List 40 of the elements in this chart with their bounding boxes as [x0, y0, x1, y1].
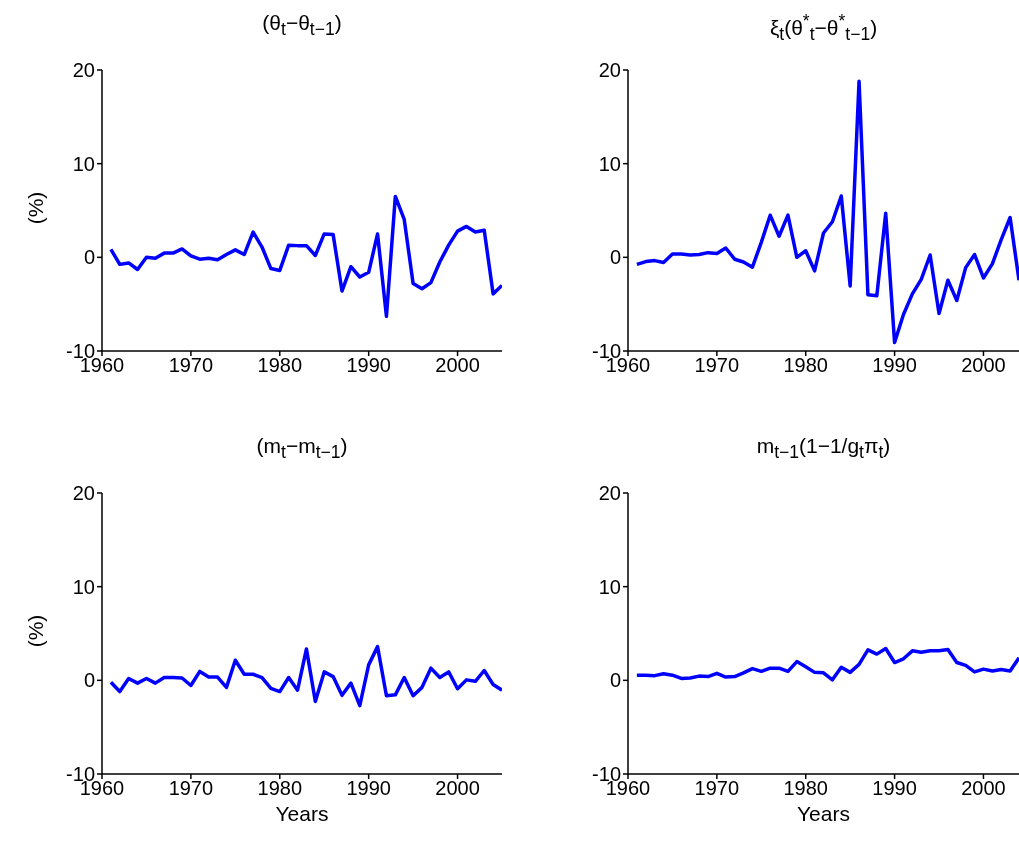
x-tick-label: 1990 — [346, 777, 391, 800]
y-tick-label: 10 — [72, 575, 95, 598]
y-tick-label: 10 — [72, 152, 95, 175]
y-tick-label: 20 — [598, 482, 621, 505]
line-series — [109, 644, 502, 708]
x-tick-label: 1970 — [168, 354, 214, 377]
y-axis-title: (%) — [24, 613, 48, 650]
x-tick-label: 2000 — [435, 777, 480, 800]
x-axis-title: Years — [796, 802, 851, 826]
x-tick-label: 1990 — [872, 354, 917, 377]
x-tick-label: 1970 — [168, 777, 214, 800]
line-series — [109, 194, 502, 319]
x-axis-title: Years — [274, 802, 330, 826]
x-tick-label: 1980 — [257, 777, 303, 800]
chart-title: (θ$_{t}$−θ$_{t−1}$) — [261, 11, 343, 41]
x-tick-label: 2000 — [961, 777, 1006, 800]
y-tick-label: 20 — [72, 482, 95, 505]
chart-title: m$_{t−1}$(1−1/g$_{t}$π$_{t}$) — [755, 434, 892, 464]
y-axis-title: (%) — [24, 190, 48, 227]
y-tick-label: 20 — [72, 59, 95, 82]
y-tick-label: 20 — [598, 59, 621, 82]
y-tick-label: 10 — [598, 575, 621, 598]
line-series — [635, 646, 1019, 682]
x-tick-label: 2000 — [961, 354, 1006, 377]
y-tick-label: 0 — [609, 669, 621, 692]
chart-title: (m$_{t}$−m$_{t−1}$) — [255, 434, 349, 464]
y-tick-label: 0 — [83, 246, 95, 269]
x-tick-label: 1990 — [346, 354, 391, 377]
x-tick-label: 1980 — [783, 777, 828, 800]
x-tick-label: 2000 — [435, 354, 480, 377]
x-tick-label: 1970 — [694, 777, 740, 800]
chart-title: ξ$_{t}$(θ$^{*}$$_{t}$−θ$^{*}$$_{t−1}$) — [769, 11, 878, 45]
x-tick-label: 1980 — [783, 354, 828, 377]
y-tick-label: 0 — [609, 246, 621, 269]
x-tick-label: 1980 — [257, 354, 303, 377]
x-tick-label: 1970 — [694, 354, 740, 377]
x-tick-label: 1990 — [872, 777, 917, 800]
y-tick-label: 0 — [83, 669, 95, 692]
y-tick-label: 10 — [598, 152, 621, 175]
line-series — [635, 79, 1019, 345]
